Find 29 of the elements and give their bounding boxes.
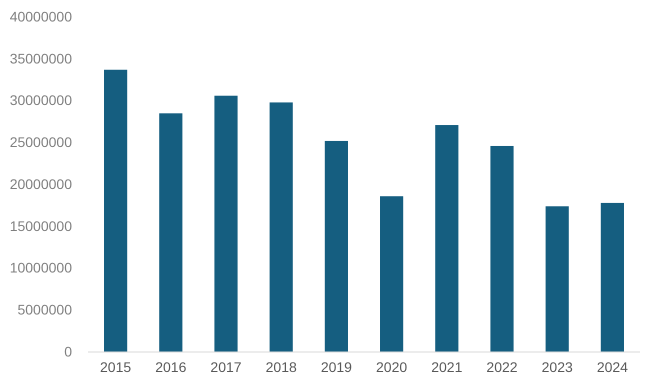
y-tick-label: 40000000 [10, 8, 72, 24]
bar [380, 196, 404, 352]
x-tick-label: 2015 [100, 358, 132, 375]
y-tick-label: 20000000 [10, 176, 72, 192]
bar [159, 113, 182, 352]
y-tick-label: 15000000 [10, 218, 72, 234]
y-tick-label: 30000000 [10, 92, 72, 108]
x-tick-label: 2019 [320, 358, 352, 375]
bar [600, 202, 624, 352]
x-tick-label: 2023 [542, 358, 573, 375]
bar [270, 102, 293, 352]
x-tick-label: 2024 [596, 358, 628, 375]
bar [490, 146, 514, 352]
x-tick-label: 2022 [486, 358, 518, 375]
y-tick-label: 35000000 [10, 50, 72, 66]
bar [104, 70, 128, 352]
bar [214, 96, 238, 352]
y-tick-label: 10000000 [10, 260, 72, 276]
x-tick-label: 2017 [210, 358, 242, 375]
y-tick-label: 5000000 [17, 302, 72, 318]
x-tick-label: 2016 [155, 358, 187, 375]
bar [435, 125, 458, 352]
x-tick-label: 2021 [431, 358, 463, 375]
bar [324, 140, 348, 352]
y-tick-label: 25000000 [10, 134, 72, 150]
x-tick-label: 2020 [376, 358, 408, 375]
bar [546, 206, 569, 352]
y-tick-label: 0 [64, 343, 72, 360]
x-tick-label: 2018 [266, 358, 297, 375]
